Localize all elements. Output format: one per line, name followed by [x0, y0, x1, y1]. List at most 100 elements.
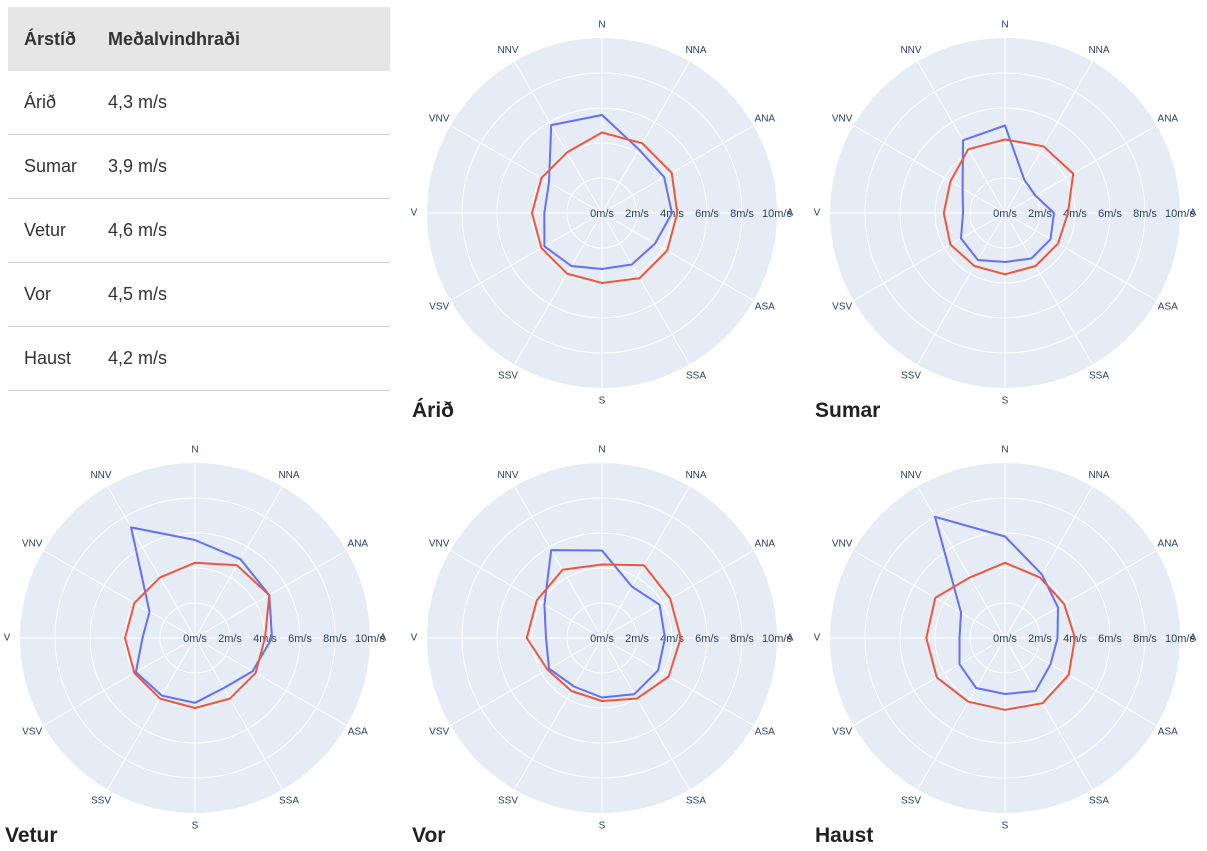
direction-label: N	[598, 445, 605, 456]
direction-label: S	[599, 396, 606, 407]
direction-label: NNA	[1088, 470, 1109, 481]
chart-caption-year: Árið	[412, 399, 454, 423]
direction-label: VSV	[429, 727, 449, 738]
direction-label: NNA	[1088, 45, 1109, 56]
radial-tick-label: 8m/s	[730, 633, 754, 645]
direction-label: SSV	[91, 795, 111, 806]
direction-label: ANA	[1158, 114, 1179, 125]
chart-caption-summer: Sumar	[815, 399, 880, 423]
radial-tick-label: 10m/s	[1165, 208, 1195, 220]
season-cell: Vor	[8, 263, 108, 327]
direction-label: VSV	[22, 727, 42, 738]
radial-tick-label: 8m/s	[323, 633, 347, 645]
mean-wind-cell: 4,2 m/s	[108, 327, 390, 391]
radial-tick-label: 10m/s	[1165, 633, 1195, 645]
direction-label: N	[1001, 20, 1008, 31]
direction-label: SSV	[901, 370, 921, 381]
direction-label: VSV	[832, 727, 852, 738]
direction-label: V	[411, 633, 418, 644]
radial-tick-label: 2m/s	[1028, 633, 1052, 645]
direction-label: VNV	[429, 539, 450, 550]
direction-label: ASA	[348, 727, 368, 738]
direction-label: V	[814, 633, 821, 644]
table-row: Haust 4,2 m/s	[8, 327, 390, 391]
mean-wind-cell: 4,5 m/s	[108, 263, 390, 327]
direction-label: ANA	[755, 114, 776, 125]
direction-label: VSV	[429, 302, 449, 313]
radial-tick-label: 6m/s	[695, 208, 719, 220]
direction-label: V	[411, 208, 418, 219]
polar-chart-autumn: NNNAANAAASASSASSSVVSVVVNVNNV0m/s 2m/s 4m/s…	[815, 431, 1205, 821]
radial-tick-label: 2m/s	[218, 633, 242, 645]
radial-tick-label: 10m/s	[762, 633, 792, 645]
direction-label: NNA	[685, 470, 706, 481]
direction-label: ANA	[755, 539, 776, 550]
table-header-row: Árstíð Meðalvindhraði	[8, 7, 390, 71]
direction-label: ANA	[1158, 539, 1179, 550]
direction-label: S	[192, 821, 199, 832]
column-header-season: Árstíð	[8, 7, 108, 71]
radial-tick-label: 2m/s	[1028, 208, 1052, 220]
chart-caption-spring: Vor	[412, 824, 445, 848]
direction-label: NNV	[497, 45, 518, 56]
direction-label: VSV	[832, 302, 852, 313]
direction-label: VNV	[832, 539, 853, 550]
direction-label: ASA	[755, 302, 775, 313]
mean-wind-cell: 4,6 m/s	[108, 199, 390, 263]
radial-tick-label: 6m/s	[1098, 633, 1122, 645]
direction-label: V	[814, 208, 821, 219]
direction-label: N	[598, 20, 605, 31]
radial-tick-label: 6m/s	[1098, 208, 1122, 220]
direction-label: NNV	[900, 45, 921, 56]
radial-tick-label: 10m/s	[355, 633, 385, 645]
direction-label: ASA	[755, 727, 775, 738]
radial-tick-label: 0m/s	[590, 633, 614, 645]
season-cell: Sumar	[8, 135, 108, 199]
radial-tick-label: 0m/s	[590, 208, 614, 220]
wind-summary-table: Árstíð Meðalvindhraði Árið 4,3 m/s Sumar…	[8, 7, 390, 391]
direction-label: ANA	[348, 539, 369, 550]
direction-label: VNV	[22, 539, 43, 550]
direction-label: SSV	[901, 795, 921, 806]
direction-label: SSV	[498, 370, 518, 381]
table-row: Vetur 4,6 m/s	[8, 199, 390, 263]
season-cell: Vetur	[8, 199, 108, 263]
radial-tick-label: 6m/s	[695, 633, 719, 645]
chart-caption-autumn: Haust	[815, 824, 873, 848]
radial-tick-label: 0m/s	[993, 208, 1017, 220]
direction-label: S	[1002, 821, 1009, 832]
table-row: Vor 4,5 m/s	[8, 263, 390, 327]
direction-label: ASA	[1158, 302, 1178, 313]
direction-label: SSA	[686, 795, 706, 806]
direction-label: NNV	[90, 470, 111, 481]
radial-tick-label: 8m/s	[1133, 208, 1157, 220]
direction-label: S	[599, 821, 606, 832]
polar-chart-spring: NNNAANAAASASSASSSVVSVVVNVNNV0m/s 2m/s 4m/s…	[412, 431, 802, 821]
season-cell: Haust	[8, 327, 108, 391]
direction-label: N	[191, 445, 198, 456]
direction-label: SSA	[686, 370, 706, 381]
chart-caption-winter: Vetur	[5, 824, 58, 848]
direction-label: SSV	[498, 795, 518, 806]
direction-label: N	[1001, 445, 1008, 456]
direction-label: ASA	[1158, 727, 1178, 738]
direction-label: NNA	[685, 45, 706, 56]
radial-tick-label: 2m/s	[625, 208, 649, 220]
direction-label: VNV	[832, 114, 853, 125]
direction-label: S	[1002, 396, 1009, 407]
direction-label: NNV	[900, 470, 921, 481]
table-row: Árið 4,3 m/s	[8, 71, 390, 135]
direction-label: SSA	[1089, 795, 1109, 806]
radial-tick-label: 2m/s	[625, 633, 649, 645]
mean-wind-cell: 3,9 m/s	[108, 135, 390, 199]
direction-label: SSA	[1089, 370, 1109, 381]
radial-tick-label: 10m/s	[762, 208, 792, 220]
radial-tick-label: 0m/s	[993, 633, 1017, 645]
season-cell: Árið	[8, 71, 108, 135]
radial-tick-label: 8m/s	[730, 208, 754, 220]
radial-tick-label: 0m/s	[183, 633, 207, 645]
radial-tick-label: 6m/s	[288, 633, 312, 645]
